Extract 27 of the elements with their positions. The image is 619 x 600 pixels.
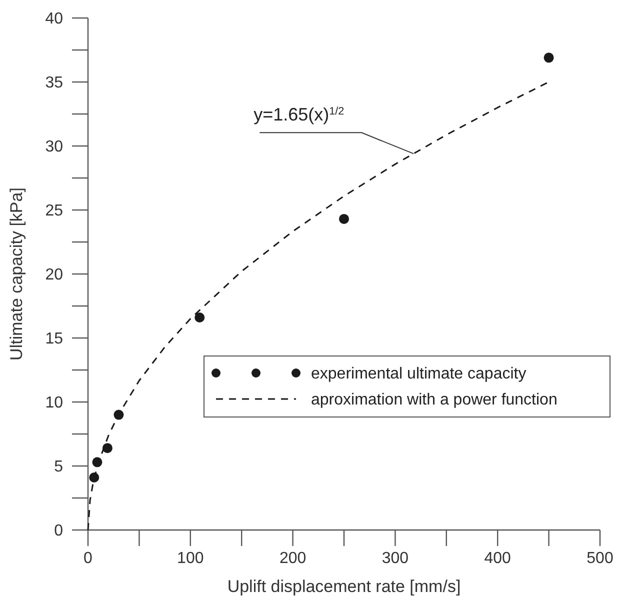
x-tick-label: 300: [382, 550, 409, 567]
y-tick-label: 15: [45, 330, 64, 348]
y-tick-label: 20: [45, 266, 64, 284]
point: [102, 443, 112, 454]
y-tick-label: 10: [45, 394, 64, 412]
annotation: y=1.65(x)$^{1/2}$: [254, 104, 344, 125]
point: [89, 472, 100, 483]
y-tick-label: 40: [45, 10, 64, 28]
legend-label: experimental ultimate capacity: [311, 366, 526, 383]
point: [114, 410, 124, 420]
x-tick-label: 400: [484, 550, 512, 567]
y-tick-label: 0: [54, 522, 64, 540]
y-tick-label: 35: [45, 74, 64, 92]
x-axis-title: Uplift displacement rate [mm/s]: [227, 577, 461, 596]
legend-label: aproximation with a power function: [311, 392, 558, 409]
x-tick-label: 200: [279, 550, 306, 567]
point: [339, 214, 349, 224]
point: [92, 457, 102, 468]
y-tick-label: 30: [45, 138, 64, 156]
x-tick-label: 100: [177, 550, 204, 567]
point: [544, 52, 554, 63]
x-tick-label: 500: [586, 550, 614, 567]
point: [194, 312, 205, 323]
y-tick-label: 5: [54, 458, 64, 476]
y-tick-label: 25: [45, 202, 64, 220]
y-axis-title: Ultimate capacity [kPa]: [7, 188, 26, 360]
x-tick-label: 0: [84, 550, 93, 567]
